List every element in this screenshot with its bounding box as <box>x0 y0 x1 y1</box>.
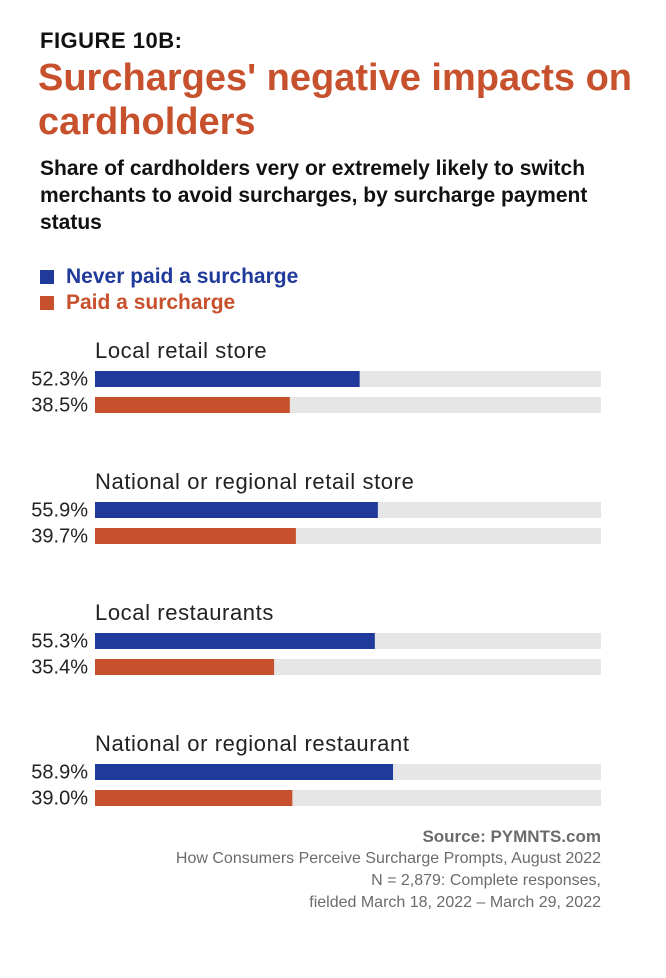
value-label: 58.9% <box>31 761 88 783</box>
bar-paid <box>95 528 296 544</box>
value-label: 39.0% <box>31 787 88 809</box>
value-label: 52.3% <box>31 368 88 390</box>
legend-label-paid: Paid a surcharge <box>66 291 236 314</box>
category-label: Local restaurants <box>95 600 274 625</box>
legend-swatch-never <box>40 270 54 284</box>
legend-swatch-paid <box>40 296 54 310</box>
legend-label-never: Never paid a surcharge <box>66 265 299 288</box>
bar-paid <box>95 397 290 413</box>
bar-never-paid <box>95 371 360 387</box>
bar-paid <box>95 659 275 675</box>
source-block: Source: PYMNTS.com How Consumers Perceiv… <box>176 826 601 914</box>
bar-never-paid <box>95 502 378 518</box>
value-label: 39.7% <box>31 525 88 547</box>
source-line-1: How Consumers Perceive Surcharge Prompts… <box>175 850 601 867</box>
chart-subtitle: Share of cardholders very or extremely l… <box>40 157 588 234</box>
bar-never-paid <box>95 764 394 780</box>
bar-chart: Local retail store 52.3% 38.5% National or … <box>31 338 601 809</box>
value-label: 55.3% <box>31 630 88 652</box>
legend-item-paid: Paid a surcharge <box>40 290 298 316</box>
chart-title: Surcharges' negative impacts on cardhold… <box>38 57 633 143</box>
source-line-3: fielded March 18, 2022 – March 29, 2022 <box>309 894 601 911</box>
category-label: National or regional retail store <box>95 469 414 494</box>
value-label: 35.4% <box>31 656 88 678</box>
value-label: 38.5% <box>31 394 88 416</box>
legend: Never paid a surcharge Paid a surcharge <box>40 264 298 316</box>
source-heading: Source: PYMNTS.com <box>422 827 601 846</box>
value-label: 55.9% <box>31 499 88 521</box>
bar-never-paid <box>95 633 375 649</box>
category-label: Local retail store <box>95 338 267 363</box>
legend-item-never: Never paid a surcharge <box>40 264 298 290</box>
category-label: National or regional restaurant <box>95 731 410 756</box>
bar-paid <box>95 790 293 806</box>
source-line-2: N = 2,879: Complete responses, <box>371 872 601 889</box>
figure-label: FIGURE 10B: <box>40 28 183 53</box>
